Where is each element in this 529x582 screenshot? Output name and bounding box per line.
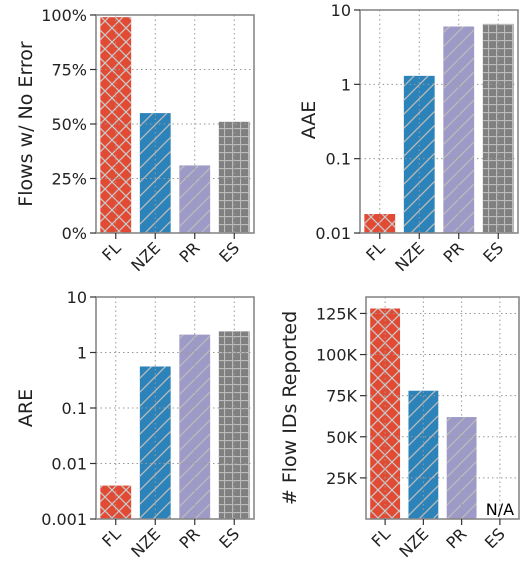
y-tick-label: 50K — [326, 428, 357, 447]
y-tick-label: 10 — [331, 1, 351, 20]
bar-nze — [408, 390, 439, 519]
chart-panel-1: 0% 25% 50% 75% 100% FL NZE PR ES Flows w/ No Erro… — [15, 6, 255, 275]
y-tick-label: 125K — [316, 304, 358, 323]
y-axis-label: # Flow IDs Reported — [279, 311, 301, 505]
x-tick-label-fl: FL — [98, 238, 124, 264]
x-tick-label-pr: PR — [175, 524, 203, 552]
x-tick-label-fl: FL — [98, 524, 124, 550]
y-tick-label: 50% — [51, 115, 87, 134]
y-tick-label: 0.01 — [315, 224, 351, 243]
x-tick-label-es: ES — [215, 524, 243, 552]
bar-pr — [443, 26, 475, 234]
y-tick-label: 0.01 — [51, 455, 87, 474]
y-tick-label: 0% — [62, 224, 87, 243]
y-tick-label: 10 — [67, 288, 87, 307]
x-tick-label-nze: NZE — [395, 524, 432, 561]
bar-pr — [179, 165, 211, 233]
bar-fl — [100, 17, 132, 234]
bar-pr — [446, 417, 477, 519]
y-axis-label: ARE — [15, 389, 37, 427]
y-tick-label: 25% — [51, 170, 87, 189]
plot-frame — [359, 9, 519, 234]
bar-fl — [364, 214, 396, 233]
x-tick-label-es: ES — [481, 524, 509, 552]
x-tick-label-es: ES — [479, 238, 507, 266]
y-tick-label: 75% — [51, 61, 87, 80]
y-tick-label: 100% — [41, 6, 87, 25]
y-tick-label: 25K — [326, 469, 357, 488]
y-axis-label: Flows w/ No Error — [15, 41, 37, 207]
bar-fl — [100, 485, 132, 519]
x-tick-label-nze: NZE — [391, 238, 428, 275]
bar-fl — [370, 308, 401, 519]
annotation-na: N/A — [486, 500, 514, 519]
chart-panel-4: 25K 50K 75K 100K 125K FL NZE PR ES # Flow IDs Rep… — [279, 296, 520, 561]
bar-nze — [139, 366, 171, 519]
x-tick-label-es: ES — [215, 238, 243, 266]
y-tick-label: 100K — [316, 346, 358, 365]
y-axis-label: AAE — [298, 101, 320, 140]
x-tick-label-fl: FL — [362, 238, 388, 264]
y-tick-label: 75K — [326, 387, 357, 406]
x-tick-label-fl: FL — [368, 524, 394, 550]
x-tick-label-pr: PR — [439, 238, 467, 266]
chart-panel-2: 0.01 0.1 1 10 FL NZE PR ES AAE — [298, 1, 519, 275]
x-tick-label-nze: NZE — [127, 524, 164, 561]
x-tick-label-nze: NZE — [127, 238, 164, 275]
y-tick-label: 0.1 — [62, 399, 87, 418]
y-tick-label: 0.001 — [41, 510, 87, 529]
plot-frame — [365, 296, 520, 520]
bar-es — [218, 331, 250, 519]
x-tick-label-pr: PR — [442, 524, 470, 552]
y-tick-label: 1 — [341, 75, 351, 94]
y-tick-label: 1 — [77, 344, 87, 363]
x-tick-label-pr: PR — [175, 238, 203, 266]
y-tick-label: 0.1 — [326, 150, 351, 169]
chart-panel-3: 0.001 0.01 0.1 1 10 FL NZE PR ES ARE — [15, 288, 255, 561]
